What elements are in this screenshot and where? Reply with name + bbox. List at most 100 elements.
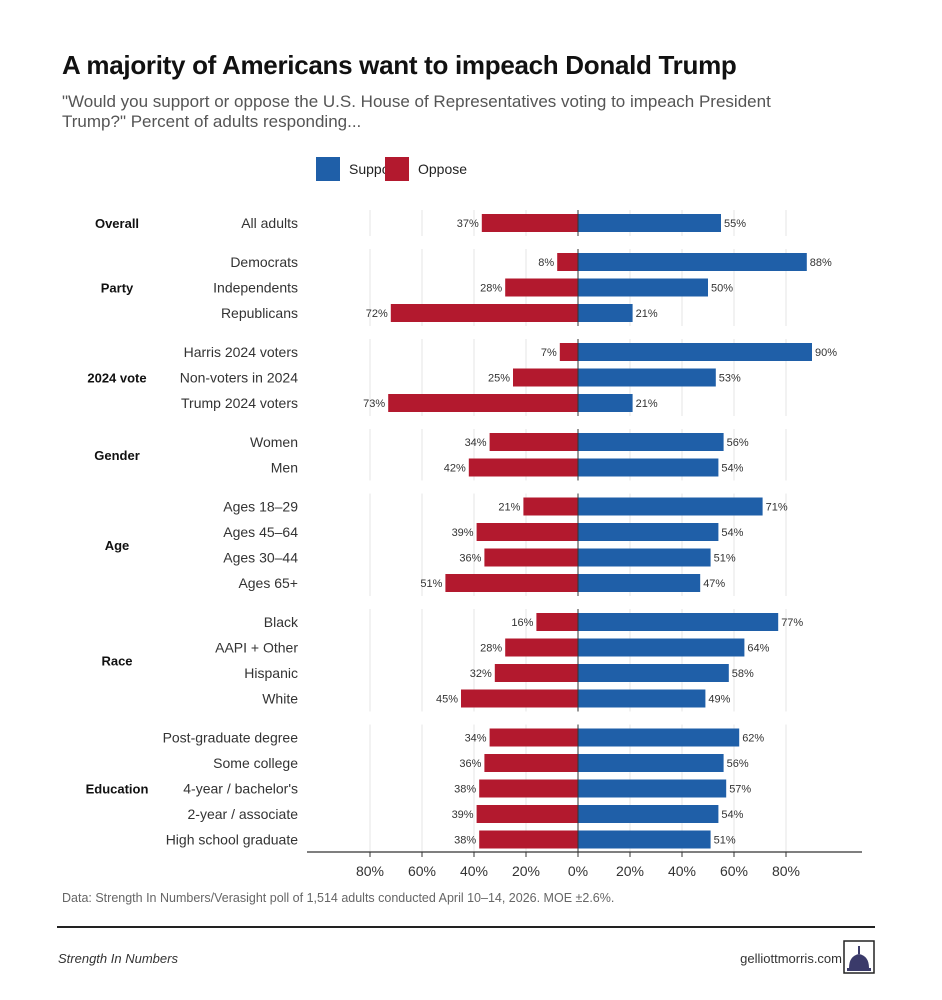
legend-swatch-oppose [385, 157, 409, 181]
x-tick-label: 40% [460, 863, 488, 879]
row-label: Ages 65+ [238, 575, 298, 591]
data-label-oppose: 45% [436, 694, 458, 706]
bar-oppose [461, 689, 578, 708]
x-tick-label: 40% [668, 863, 696, 879]
group-label: Overall [95, 216, 139, 231]
group-label: Gender [94, 448, 140, 463]
bar-oppose [484, 754, 578, 772]
row-label: Ages 18–29 [223, 499, 298, 515]
data-label-support: 21% [636, 398, 658, 410]
x-tick-label: 80% [356, 863, 384, 879]
row-label: Men [271, 460, 298, 476]
bar-oppose [479, 830, 578, 849]
x-tick-label: 20% [512, 863, 540, 879]
data-label-support: 51% [714, 835, 736, 847]
data-label-oppose: 36% [459, 553, 481, 565]
x-tick-label: 60% [720, 863, 748, 879]
bar-oppose [513, 368, 578, 387]
bar-oppose [476, 523, 578, 541]
data-label-oppose: 37% [457, 218, 479, 230]
bar-oppose [388, 394, 578, 412]
data-label-support: 56% [727, 437, 749, 449]
data-label-oppose: 25% [488, 373, 510, 385]
brand-name: Strength In Numbers [58, 951, 178, 966]
divider [57, 926, 875, 928]
bar-oppose [489, 728, 578, 747]
x-tick-label: 60% [408, 863, 436, 879]
group-label: Education [86, 782, 149, 797]
bar-oppose [494, 664, 578, 682]
row-label: Trump 2024 voters [181, 395, 298, 411]
data-label-support: 57% [729, 784, 751, 796]
group-label: Race [101, 653, 132, 668]
legend-swatch-support [316, 157, 340, 181]
bar-support [578, 523, 719, 541]
data-label-oppose: 39% [452, 809, 474, 821]
site-link[interactable]: gelliottmorris.com [740, 951, 842, 966]
data-label-oppose: 34% [465, 733, 487, 745]
bar-oppose [445, 574, 578, 592]
data-label-support: 49% [708, 694, 730, 706]
row-label: Post-graduate degree [163, 730, 299, 746]
data-label-oppose: 73% [363, 398, 385, 410]
legend-label-oppose: Oppose [418, 161, 467, 177]
x-tick-label: 80% [772, 863, 800, 879]
data-label-oppose: 38% [454, 784, 476, 796]
bar-oppose [505, 638, 578, 657]
data-label-support: 55% [724, 218, 746, 230]
bar-oppose [390, 304, 578, 322]
data-label-support: 21% [636, 308, 658, 320]
row-label: 4-year / bachelor's [183, 781, 298, 797]
bar-oppose [476, 805, 578, 823]
row-label: High school graduate [166, 832, 299, 848]
data-label-support: 54% [721, 463, 743, 475]
row-label: Democrats [230, 254, 298, 270]
data-label-oppose: 38% [454, 835, 476, 847]
row-label: Non-voters in 2024 [180, 370, 299, 386]
bar-support [578, 613, 779, 631]
row-label: Republicans [221, 305, 298, 321]
bar-support [578, 368, 716, 387]
bar-oppose [536, 613, 578, 631]
bar-support [578, 304, 633, 322]
data-label-support: 47% [703, 578, 725, 590]
data-label-oppose: 21% [498, 502, 520, 514]
data-label-oppose: 28% [480, 643, 502, 655]
row-label: AAPI + Other [215, 640, 298, 656]
data-label-support: 51% [714, 553, 736, 565]
chart-title: A majority of Americans want to impeach … [62, 50, 737, 80]
data-label-support: 56% [727, 758, 749, 770]
bar-oppose [505, 278, 578, 297]
bar-support [578, 754, 724, 772]
capitol-logo-icon [843, 940, 875, 974]
row-label: Harris 2024 voters [184, 344, 298, 360]
bar-support [578, 458, 719, 477]
data-label-oppose: 28% [480, 283, 502, 295]
data-label-support: 54% [721, 527, 743, 539]
data-label-support: 50% [711, 283, 733, 295]
bar-support [578, 253, 807, 271]
data-label-oppose: 36% [459, 758, 481, 770]
bar-oppose [523, 497, 578, 516]
row-label: All adults [241, 215, 298, 231]
data-label-support: 77% [781, 617, 803, 629]
data-label-oppose: 72% [366, 308, 388, 320]
data-label-oppose: 8% [538, 257, 554, 269]
data-label-oppose: 34% [465, 437, 487, 449]
row-label: Some college [213, 755, 298, 771]
bar-oppose [489, 433, 578, 451]
x-tick-label: 20% [616, 863, 644, 879]
x-tick-label: 0% [568, 863, 588, 879]
bar-support [578, 214, 721, 232]
group-label: Party [101, 281, 134, 296]
bar-oppose [557, 253, 578, 271]
bar-support [578, 497, 763, 516]
chart-subtitle: "Would you support or oppose the U.S. Ho… [62, 92, 771, 131]
bar-support [578, 278, 708, 297]
bar-support [578, 394, 633, 412]
bar-oppose [484, 548, 578, 567]
row-label: Ages 30–44 [223, 550, 298, 566]
bar-support [578, 664, 729, 682]
